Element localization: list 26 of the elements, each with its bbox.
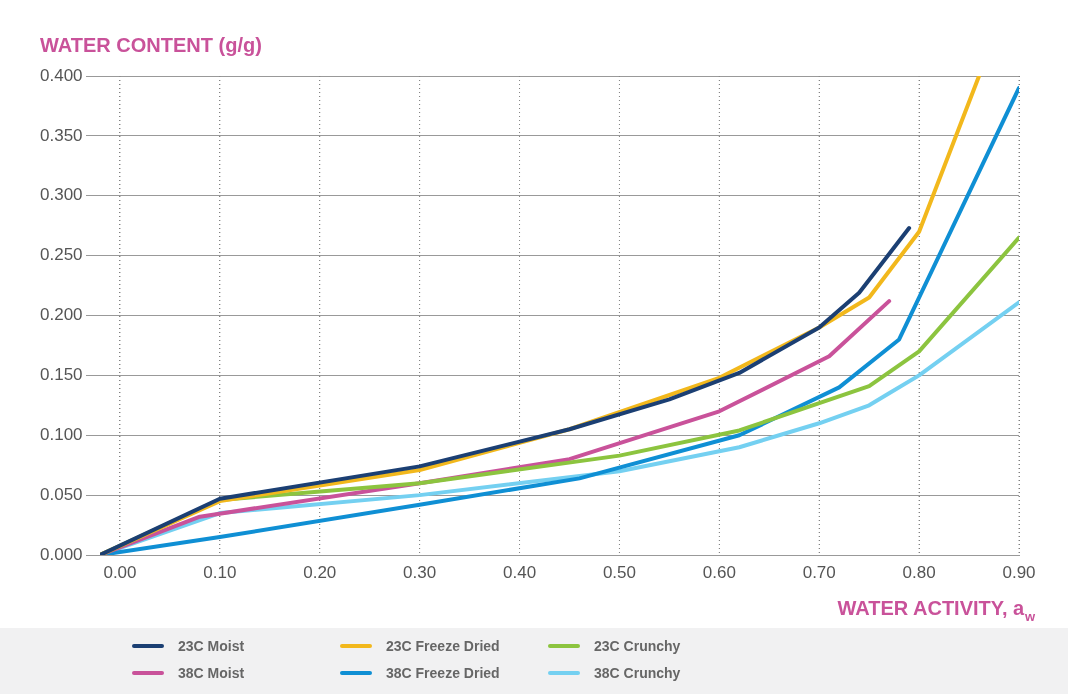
y-tick-label: 0.100 bbox=[40, 424, 83, 444]
legend-label: 23C Crunchy bbox=[594, 638, 681, 654]
x-tick-label: 0.70 bbox=[802, 562, 836, 582]
x-tick-label: 0.90 bbox=[1002, 562, 1036, 582]
x-tick-label: 0.30 bbox=[403, 562, 437, 582]
y-tick-label: 0.400 bbox=[40, 65, 83, 85]
legend-label: 38C Freeze Dried bbox=[386, 665, 500, 681]
y-tick-label: 0.250 bbox=[40, 245, 83, 265]
x-tick-label: 0.00 bbox=[103, 562, 137, 582]
legend-label: 23C Freeze Dried bbox=[386, 638, 500, 654]
y-tick-label: 0.050 bbox=[40, 484, 83, 504]
y-tick-label: 0.300 bbox=[40, 185, 83, 205]
y-axis-title: WATER CONTENT (g/g) bbox=[40, 34, 262, 56]
x-tick-label: 0.10 bbox=[203, 562, 237, 582]
legend-label: 23C Moist bbox=[178, 638, 245, 654]
x-tick-label: 0.80 bbox=[902, 562, 936, 582]
x-tick-label: 0.40 bbox=[503, 562, 537, 582]
legend-label: 38C Crunchy bbox=[594, 665, 681, 681]
x-tick-label: 0.50 bbox=[602, 562, 636, 582]
x-tick-label: 0.20 bbox=[303, 562, 337, 582]
legend-label: 38C Moist bbox=[178, 665, 245, 681]
x-tick-label: 0.60 bbox=[702, 562, 736, 582]
y-tick-label: 0.150 bbox=[40, 365, 83, 385]
y-tick-label: 0.200 bbox=[40, 305, 83, 325]
y-tick-label: 0.000 bbox=[40, 544, 83, 564]
y-tick-label: 0.350 bbox=[40, 125, 83, 145]
